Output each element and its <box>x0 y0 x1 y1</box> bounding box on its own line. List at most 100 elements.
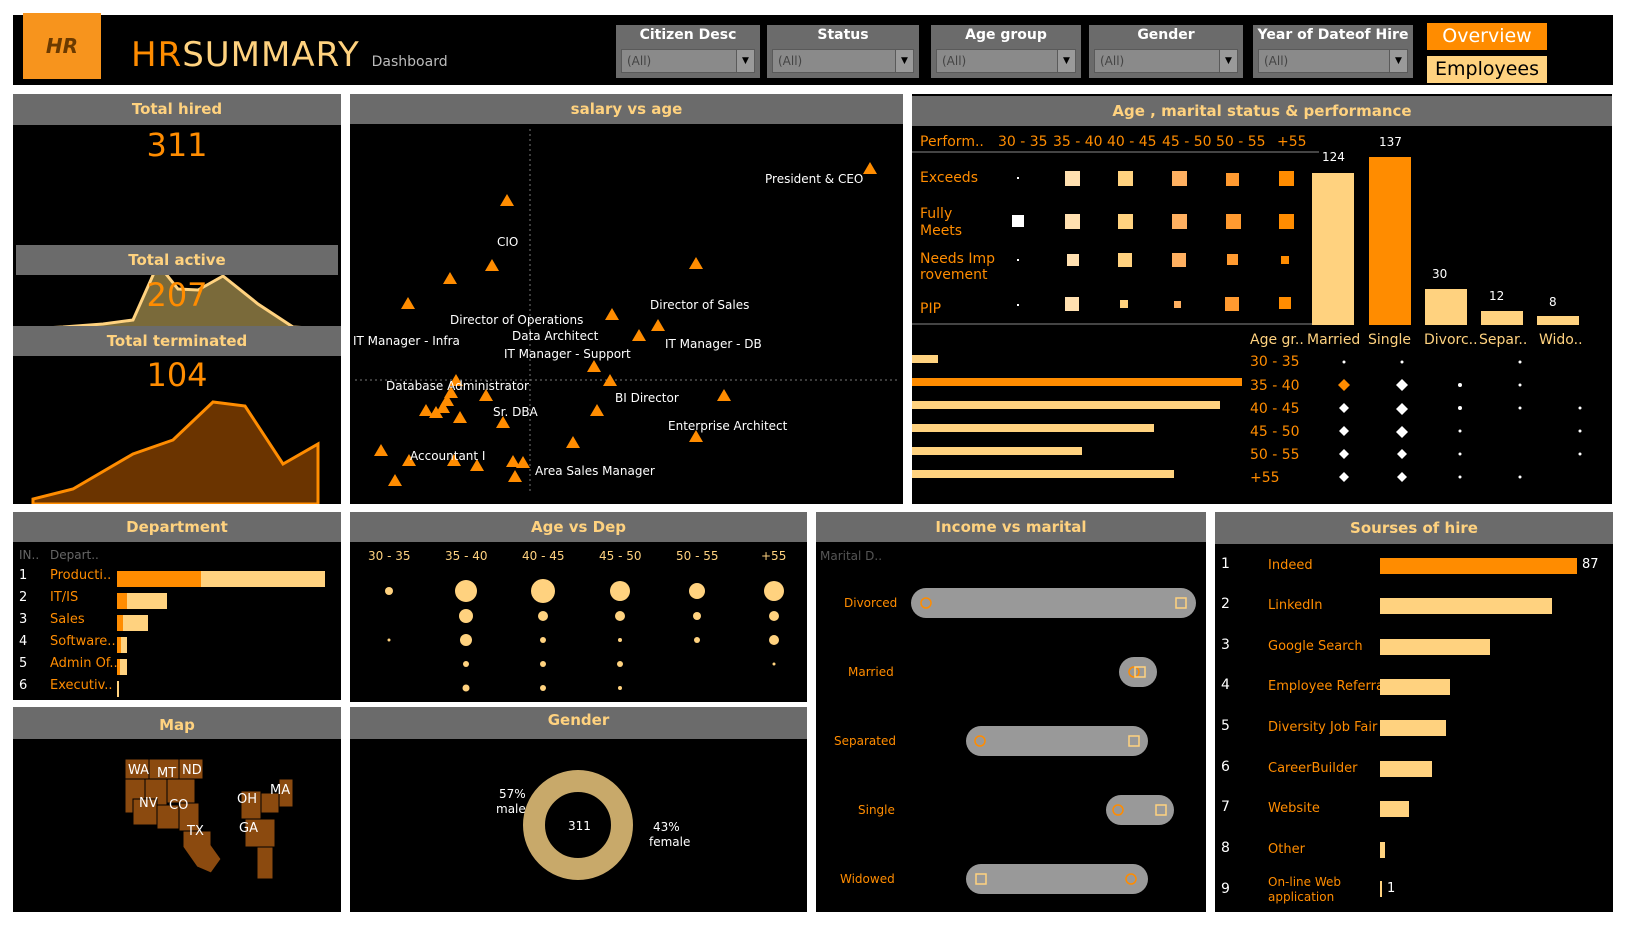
list-item[interactable]: 8 Other <box>1215 838 1613 878</box>
dept-name: Producti.. <box>50 568 112 583</box>
logo: HR <box>23 13 101 79</box>
dept-bar <box>123 615 148 631</box>
scatter-label: Accountant I <box>410 449 485 463</box>
filter-label: Status <box>817 27 869 43</box>
filter-value: (All) <box>778 54 803 68</box>
list-item[interactable]: 2 LinkedIn <box>1215 594 1613 634</box>
filter-value: (All) <box>1100 54 1125 68</box>
marital-row-label: Married <box>848 665 894 679</box>
source-value: 87 <box>1582 557 1599 572</box>
source-bar <box>1380 598 1552 614</box>
filter-year-hire[interactable]: Year of Dateof Hire (All) ▼ <box>1253 25 1413 78</box>
scatter-point <box>443 272 457 284</box>
age-dep-bubbles: 30 - 35 35 - 40 40 - 45 45 - 50 50 - 55 … <box>368 549 786 692</box>
filter-dropdown[interactable]: (All) ▼ <box>772 49 914 73</box>
age-dep-col: 40 - 45 <box>522 549 565 563</box>
age-row-label: 50 - 55 <box>1250 447 1300 463</box>
age-bar <box>912 447 1082 455</box>
source-index: 9 <box>1221 881 1230 897</box>
chevron-down-icon[interactable]: ▼ <box>736 50 754 72</box>
dept-index: 1 <box>19 568 28 583</box>
age-row-label: 45 - 50 <box>1250 424 1300 440</box>
list-item[interactable]: 7 Website <box>1215 797 1613 837</box>
title-summary: SUMMARY <box>182 35 360 75</box>
table-row[interactable]: 2 IT/IS <box>13 590 341 612</box>
overview-button[interactable]: Overview <box>1427 23 1547 50</box>
filter-dropdown[interactable]: (All) ▼ <box>936 49 1076 73</box>
total-terminated-label: Total terminated <box>13 326 341 356</box>
perf-row-label: Exceeds <box>920 170 978 186</box>
scatter-point <box>374 444 388 456</box>
age-dep-col: 30 - 35 <box>368 549 411 563</box>
table-row[interactable]: 1 Producti.. <box>13 568 341 590</box>
salary-age-panel: salary vs age <box>350 94 903 504</box>
source-name: CareerBuilder <box>1268 761 1358 776</box>
chevron-down-icon[interactable]: ▼ <box>895 50 913 72</box>
age-bar <box>912 355 938 363</box>
salary-age-scatter: President & CEO CIO Director of Sales Di… <box>353 129 900 494</box>
dashboard-title: HRSUMMARY Dashboard <box>131 35 448 75</box>
list-item[interactable]: 3 Google Search <box>1215 635 1613 675</box>
list-item[interactable]: 5 Diversity Job Fair <box>1215 716 1613 756</box>
scatter-label: Database Administrator <box>386 379 529 393</box>
list-item[interactable]: 1 Indeed 87 <box>1215 554 1613 594</box>
perf-title: Age , marital status & performance <box>912 96 1612 126</box>
perf-row-label: PIP <box>920 301 941 317</box>
scatter-point <box>447 454 461 466</box>
perf-row-label: rovement <box>920 267 988 283</box>
filter-value: (All) <box>942 54 967 68</box>
dept-bar <box>117 615 123 631</box>
filter-dropdown[interactable]: (All) ▼ <box>1094 49 1238 73</box>
table-row[interactable]: 4 Software.. <box>13 634 341 656</box>
age-bar <box>912 378 1242 386</box>
age-dep-col: +55 <box>761 549 786 563</box>
filter-dropdown[interactable]: (All) ▼ <box>1258 49 1408 73</box>
table-row[interactable]: 3 Sales <box>13 612 341 634</box>
dept-col-name: Depart.. <box>50 548 99 562</box>
list-item[interactable]: 6 CareerBuilder <box>1215 757 1613 797</box>
scatter-label: IT Manager - Support <box>504 347 631 361</box>
perf-panel: Age , marital status & performance Perfo… <box>912 94 1612 504</box>
age-dep-col: 50 - 55 <box>676 549 719 563</box>
scatter-label: IT Manager - DB <box>665 337 762 351</box>
filter-value: (All) <box>627 54 652 68</box>
marital-label: Wido.. <box>1539 332 1583 348</box>
terminated-area-chart <box>31 400 320 504</box>
sources-panel: Sourses of hire 1 Indeed 87 2 LinkedIn 3… <box>1215 512 1613 912</box>
scatter-point <box>453 411 467 423</box>
source-name: Diversity Job Fair <box>1268 720 1378 735</box>
source-bar <box>1380 801 1409 817</box>
age-head: Age gr.. <box>1250 332 1304 348</box>
filter-dropdown[interactable]: (All) ▼ <box>621 49 755 73</box>
age-row-label: +55 <box>1250 470 1280 486</box>
filter-age-group[interactable]: Age group (All) ▼ <box>931 25 1081 78</box>
filter-citizen[interactable]: Citizen Desc (All) ▼ <box>616 25 760 78</box>
chevron-down-icon[interactable]: ▼ <box>1219 50 1237 72</box>
source-name: Employee Referral <box>1268 679 1388 694</box>
title-hr: HR <box>131 35 183 75</box>
state-label: ND <box>182 763 202 778</box>
filter-gender[interactable]: Gender (All) ▼ <box>1089 25 1243 78</box>
total-active-value: 207 <box>146 276 208 314</box>
source-bar <box>1380 639 1490 655</box>
filter-status[interactable]: Status (All) ▼ <box>767 25 919 78</box>
dept-bar <box>117 593 127 609</box>
filter-label: Age group <box>965 27 1047 43</box>
list-item[interactable]: 4 Employee Referral <box>1215 675 1613 715</box>
age-row-label: 30 - 35 <box>1250 354 1300 370</box>
age-col-label: 35 - 40 <box>1053 134 1103 150</box>
range-bar <box>1106 795 1174 825</box>
chevron-down-icon[interactable]: ▼ <box>1057 50 1075 72</box>
list-item[interactable]: 9 On-line Web application 1 <box>1215 873 1613 913</box>
chevron-down-icon[interactable]: ▼ <box>1389 50 1407 72</box>
source-index: 8 <box>1221 840 1230 856</box>
range-bar <box>1119 657 1157 687</box>
table-row[interactable]: 5 Admin Of.. <box>13 656 341 678</box>
table-row[interactable]: 6 Executiv.. <box>13 678 341 700</box>
dept-name: Admin Of.. <box>50 656 118 671</box>
employees-button[interactable]: Employees <box>1427 56 1547 83</box>
marital-col-head: Marital D.. <box>820 549 883 563</box>
scatter-point <box>632 329 646 341</box>
scatter-point <box>651 319 665 331</box>
salary-age-title: salary vs age <box>350 94 903 124</box>
